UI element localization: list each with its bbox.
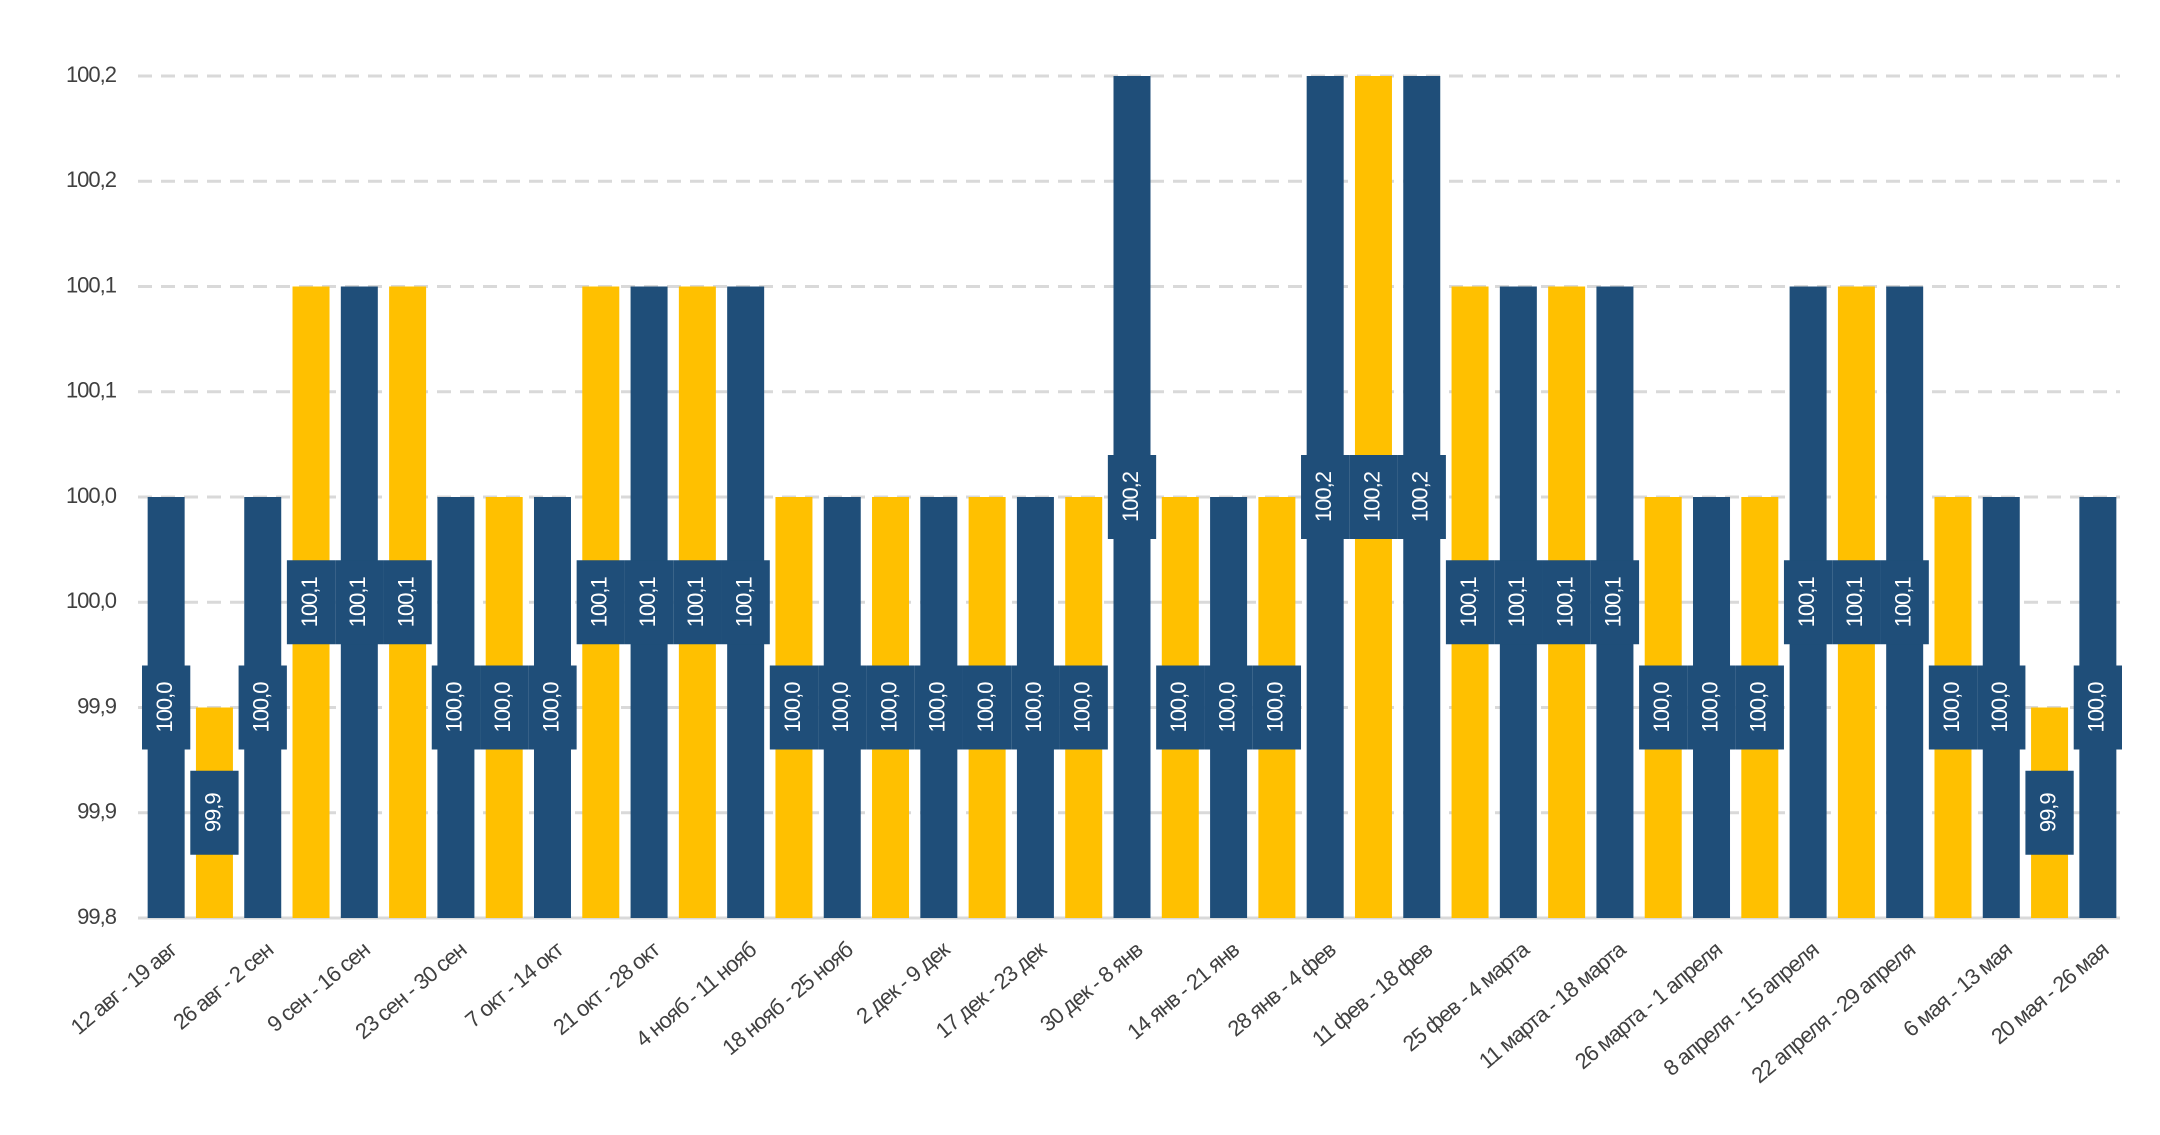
data-label-box [1639, 665, 1688, 750]
data-label: 100,0 [1697, 682, 1722, 733]
y-tick-label: 100,0 [66, 483, 117, 508]
data-label: 100,1 [345, 576, 370, 627]
y-tick-label: 100,2 [66, 62, 117, 87]
data-label: 100,0 [1021, 682, 1046, 733]
data-label: 100,1 [683, 576, 708, 627]
x-tick-label: 22 апреля - 29 апреля [1747, 937, 1920, 1088]
data-label: 100,0 [1214, 682, 1239, 733]
y-tick-label: 99,9 [77, 693, 117, 718]
data-label-box [238, 665, 287, 750]
data-label: 100,1 [393, 576, 418, 627]
x-tick-label: 12 авг - 19 авг [66, 937, 182, 1040]
data-label-box [528, 665, 577, 750]
data-label-box [1301, 455, 1350, 539]
data-label: 100,0 [1939, 682, 1964, 733]
data-label: 100,0 [490, 682, 515, 733]
data-label-box [576, 560, 625, 645]
data-label-box [190, 770, 239, 855]
data-label: 100,0 [1070, 682, 1095, 733]
x-tick-label: 2 дек - 9 дек [851, 936, 954, 1028]
data-label: 99,9 [200, 793, 225, 833]
data-label-box [914, 665, 963, 750]
data-label-box [1880, 560, 1929, 645]
data-label: 100,2 [1118, 471, 1143, 522]
data-label-box [673, 560, 722, 645]
data-label-box [1977, 665, 2026, 750]
data-label-box [2073, 665, 2122, 750]
data-label-box [1397, 455, 1446, 539]
data-label-box [1928, 665, 1978, 750]
data-label: 100,1 [635, 576, 660, 627]
data-label-box [818, 665, 867, 750]
data-label-box [866, 665, 915, 750]
data-label-box [335, 560, 384, 645]
data-label-box [769, 665, 819, 750]
data-label: 100,0 [1746, 682, 1771, 733]
data-label-box [962, 665, 1012, 750]
data-label-box [1590, 560, 1640, 645]
data-label: 100,1 [1552, 576, 1577, 627]
data-label-box [1107, 455, 1157, 539]
data-label: 100,0 [1166, 682, 1191, 733]
y-tick-label: 100,1 [66, 272, 117, 297]
data-label-box [142, 665, 191, 750]
y-tick-label: 100,1 [66, 378, 117, 403]
data-label: 100,1 [1842, 576, 1867, 627]
data-label-box [1059, 665, 1108, 750]
data-label: 100,1 [1890, 576, 1915, 627]
data-label-box [1156, 665, 1205, 750]
data-label: 100,1 [1456, 576, 1481, 627]
data-label-box [1204, 665, 1253, 750]
data-label: 100,1 [297, 576, 322, 627]
data-label: 100,0 [828, 682, 853, 733]
data-label-box [1011, 665, 1060, 750]
y-tick-label: 100,2 [66, 167, 117, 192]
data-label: 100,1 [1601, 576, 1626, 627]
data-label: 100,0 [538, 682, 563, 733]
data-label: 100,0 [876, 682, 901, 733]
data-label: 100,0 [973, 682, 998, 733]
data-label: 100,0 [152, 682, 177, 733]
data-label-box [721, 560, 770, 645]
data-label: 100,0 [925, 682, 950, 733]
data-label: 100,1 [587, 576, 612, 627]
data-label-box [1252, 665, 1302, 750]
data-label-box [1735, 665, 1784, 750]
data-label-box [1494, 560, 1543, 645]
data-label-box [624, 560, 674, 645]
data-label: 100,0 [1987, 682, 2012, 733]
data-label-box [1445, 560, 1495, 645]
data-label: 99,9 [2035, 793, 2060, 833]
data-label: 100,2 [1408, 471, 1433, 522]
data-label: 100,1 [731, 576, 756, 627]
data-label-box [1349, 455, 1398, 539]
data-label: 100,0 [1649, 682, 1674, 733]
y-tick-label: 99,8 [77, 904, 117, 929]
data-label-box [431, 665, 481, 750]
data-label-box [480, 665, 529, 750]
data-label: 100,2 [1359, 471, 1384, 522]
y-tick-label: 99,9 [77, 799, 117, 824]
data-label: 100,0 [1263, 682, 1288, 733]
data-label: 100,0 [780, 682, 805, 733]
data-label-box [1832, 560, 1881, 645]
data-label: 100,1 [1794, 576, 1819, 627]
y-tick-label: 100,0 [66, 588, 117, 613]
data-label: 100,0 [249, 682, 274, 733]
data-label: 100,1 [1504, 576, 1529, 627]
data-label: 100,0 [2084, 682, 2109, 733]
data-label-box [1687, 665, 1736, 750]
x-tick-label: 26 авг - 2 сен [168, 937, 277, 1034]
data-label: 100,0 [442, 682, 467, 733]
data-label: 100,2 [1311, 471, 1336, 522]
data-label-box [2025, 770, 2074, 855]
data-label-box [383, 560, 432, 645]
data-label-box [1783, 560, 1833, 645]
data-label-box [286, 560, 336, 645]
data-label-box [1542, 560, 1591, 645]
